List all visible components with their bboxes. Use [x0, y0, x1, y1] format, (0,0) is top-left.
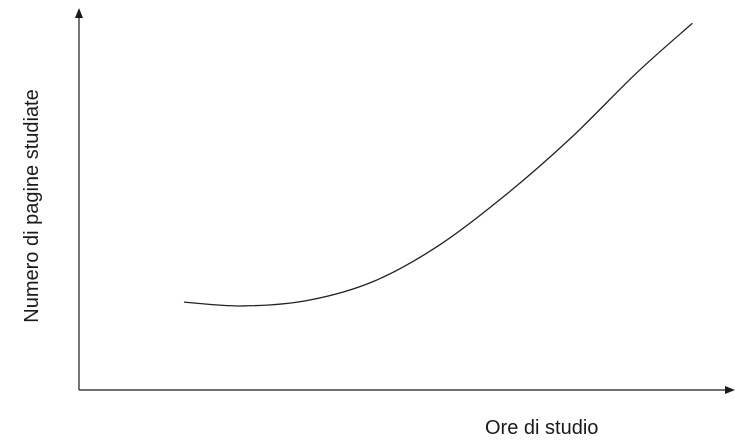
y-axis-label: Numero di pagine studiate — [21, 89, 43, 322]
series-line — [183, 22, 693, 307]
x-axis-arrowhead — [725, 386, 735, 394]
y-axis-arrowhead — [75, 8, 83, 18]
series-layer — [183, 22, 693, 307]
x-axis-label: Ore di studio — [485, 417, 598, 439]
